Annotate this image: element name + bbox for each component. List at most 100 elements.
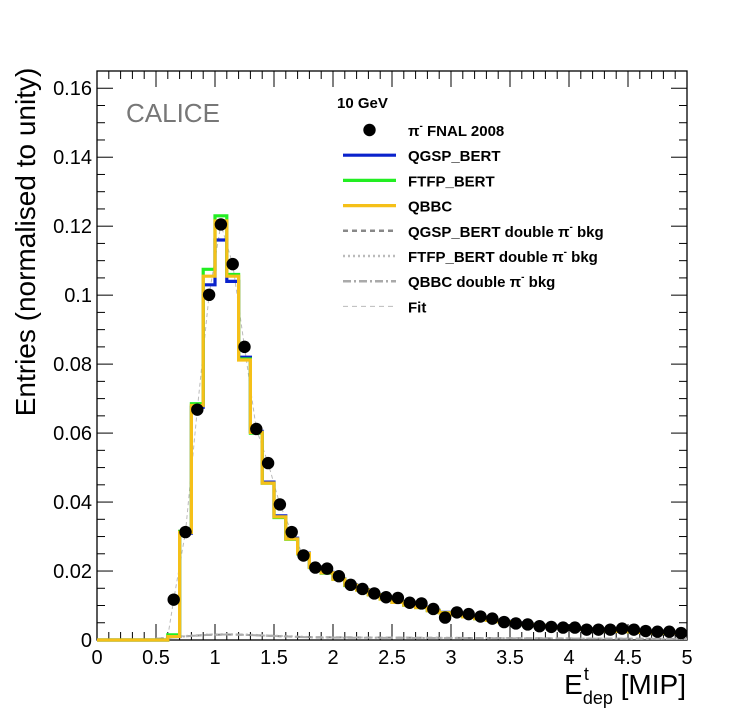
y-tick-label: 0.06 bbox=[53, 423, 92, 445]
legend-label-sup: - bbox=[564, 247, 567, 258]
legend-marker bbox=[363, 123, 376, 137]
x-tick-label: 4.5 bbox=[614, 647, 642, 669]
y-tick-label: 0.14 bbox=[53, 147, 92, 169]
data-point bbox=[427, 602, 440, 616]
data-point bbox=[486, 612, 499, 625]
y-tick-label: 0.08 bbox=[53, 354, 92, 376]
data-point bbox=[663, 625, 676, 638]
data-point bbox=[450, 606, 464, 619]
y-tick-label: 0.02 bbox=[53, 561, 92, 583]
data-point bbox=[250, 422, 263, 436]
y-tick-label: 0.1 bbox=[64, 285, 92, 307]
legend-label: QBBC bbox=[408, 199, 452, 216]
x-axis-title: Et dep [MIP] bbox=[564, 664, 686, 708]
data-point bbox=[214, 218, 228, 231]
legend-label-sup: - bbox=[419, 121, 422, 132]
legend-label: QBBC double π- bkg bbox=[408, 272, 555, 291]
x-tick-label: 4 bbox=[563, 647, 574, 669]
data-point bbox=[368, 587, 381, 600]
legend: π- FNAL 2008QGSP_BERTFTFP_BERTQBBCQGSP_B… bbox=[343, 121, 604, 316]
data-point bbox=[615, 622, 629, 635]
data-points bbox=[167, 218, 688, 640]
series-qgsp-bert bbox=[97, 238, 687, 642]
data-point bbox=[580, 623, 593, 636]
calice-watermark: CALICE bbox=[126, 98, 220, 128]
legend-label-sup: - bbox=[570, 222, 573, 233]
data-point bbox=[627, 623, 641, 636]
x-tick-label: 2.5 bbox=[378, 647, 406, 669]
legend-label: FTFP_BERT double π- bkg bbox=[408, 247, 598, 266]
data-point bbox=[179, 525, 192, 539]
data-point bbox=[592, 623, 605, 636]
data-point bbox=[533, 620, 546, 633]
legend-label: Fit bbox=[408, 299, 426, 316]
data-point bbox=[651, 625, 664, 638]
data-point bbox=[462, 607, 475, 621]
legend-label: π- FNAL 2008 bbox=[408, 121, 504, 140]
legend-label-main: QBBC bbox=[408, 199, 452, 216]
legend-label-tail: bkg bbox=[525, 274, 556, 291]
legend-title: 10 GeV bbox=[337, 95, 388, 112]
legend-label-tail: FNAL 2008 bbox=[423, 123, 504, 140]
data-point bbox=[297, 549, 310, 562]
series-ftfp-bert bbox=[97, 214, 687, 642]
legend-label-main: QGSP_BERT bbox=[408, 148, 501, 165]
x-tick-label: 3 bbox=[445, 647, 456, 669]
legend-label: QGSP_BERT double π- bkg bbox=[408, 222, 604, 241]
data-point bbox=[674, 626, 688, 640]
data-point bbox=[639, 624, 652, 638]
legend-label-sup: - bbox=[521, 272, 524, 283]
data-point bbox=[497, 615, 511, 629]
legend-label-main: Fit bbox=[408, 299, 426, 316]
data-point bbox=[556, 621, 570, 634]
data-point bbox=[202, 288, 216, 302]
data-point bbox=[521, 618, 534, 631]
x-tick-label: 0 bbox=[91, 647, 102, 669]
simulation-histograms bbox=[97, 214, 687, 642]
legend-label-tail: bkg bbox=[573, 224, 604, 241]
data-point bbox=[604, 623, 617, 636]
data-point bbox=[273, 498, 287, 511]
axis-ticks bbox=[96, 70, 688, 641]
legend-label-main: π bbox=[408, 123, 420, 140]
legend-label: QGSP_BERT bbox=[408, 148, 501, 165]
data-point bbox=[238, 340, 251, 354]
data-point bbox=[285, 525, 298, 539]
legend-label-main: QBBC double π bbox=[408, 274, 522, 291]
data-point bbox=[226, 257, 239, 271]
data-point bbox=[332, 570, 346, 583]
legend-label: FTFP_BERT bbox=[408, 173, 495, 190]
legend-label-main: FTFP_BERT double π bbox=[408, 249, 564, 266]
data-point bbox=[438, 611, 452, 624]
data-point bbox=[415, 597, 428, 610]
data-point bbox=[391, 591, 405, 605]
legend-label-tail: bkg bbox=[567, 249, 598, 266]
x-tick-label: 3.5 bbox=[496, 647, 524, 669]
x-axis-title-sub: dep bbox=[583, 688, 613, 708]
x-tick-label: 1.5 bbox=[260, 647, 288, 669]
x-axis-title-sup: t bbox=[584, 664, 589, 684]
data-point bbox=[403, 596, 416, 609]
bkg-qbbc-double-bkg bbox=[155, 633, 688, 640]
x-tick-label: 2 bbox=[327, 647, 338, 669]
y-tick-label: 0.04 bbox=[53, 492, 92, 514]
data-point bbox=[320, 562, 334, 575]
x-tick-label: 1 bbox=[209, 647, 220, 669]
y-tick-label: 0 bbox=[81, 630, 92, 652]
series-qbbc bbox=[97, 219, 687, 642]
x-tick-label: 0.5 bbox=[142, 647, 170, 669]
data-point bbox=[474, 610, 487, 623]
data-point bbox=[379, 591, 393, 604]
legend-label-main: QGSP_BERT double π bbox=[408, 224, 570, 241]
data-point bbox=[309, 561, 322, 574]
data-point bbox=[167, 593, 180, 606]
background-curves bbox=[155, 633, 688, 640]
x-axis-title-main: E bbox=[564, 669, 583, 700]
tick-labels: 0 0.5 1 1.5 2 2.5 3 3.5 4 4.5 5 0 0.02 0.04 0.06 0.08 0.… bbox=[53, 78, 693, 669]
x-axis-title-unit: [MIP] bbox=[613, 669, 686, 700]
legend-label-main: FTFP_BERT bbox=[408, 173, 495, 190]
data-point bbox=[356, 582, 369, 596]
data-point bbox=[568, 621, 582, 634]
y-tick-label: 0.16 bbox=[53, 78, 92, 100]
